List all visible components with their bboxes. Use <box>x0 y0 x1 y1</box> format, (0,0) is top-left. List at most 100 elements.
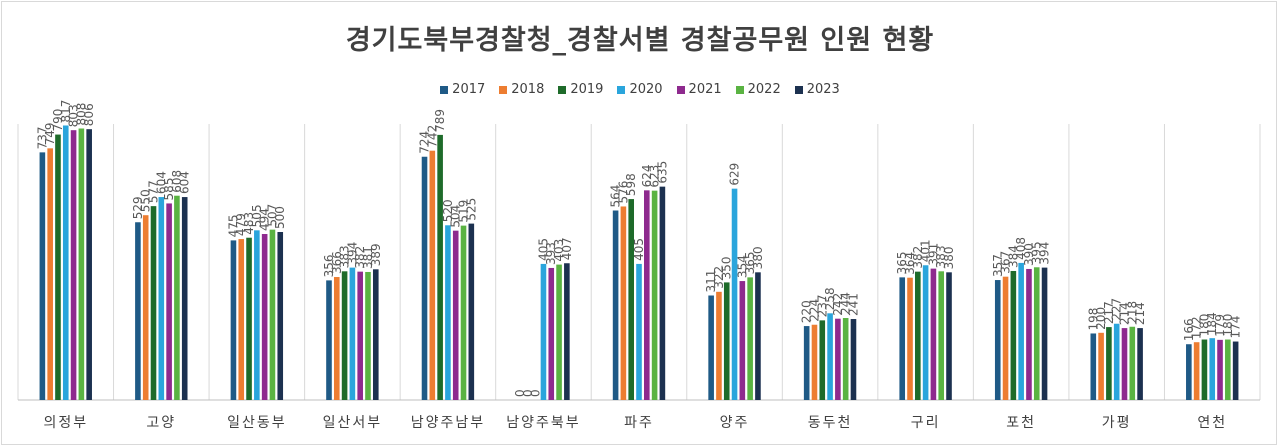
data-label: 391 <box>926 243 940 266</box>
category-label: 남양주북부 <box>506 415 580 431</box>
bar-2021-의정부 <box>70 130 77 400</box>
bar-2022-연천 <box>1225 339 1231 400</box>
bar-2020-파주 <box>636 263 642 400</box>
data-label: 241 <box>846 293 860 316</box>
data-label: 350 <box>720 256 734 279</box>
data-label: 608 <box>170 170 184 193</box>
data-label: 311 <box>704 270 718 293</box>
data-label: 380 <box>942 246 956 269</box>
data-label: 737 <box>35 126 49 149</box>
bar-2020-동두천 <box>827 313 833 400</box>
bar-2023-남양주북부 <box>564 263 570 400</box>
data-label: 198 <box>1086 308 1100 331</box>
data-label: 237 <box>815 294 829 317</box>
data-label: 244 <box>839 292 853 315</box>
legend-swatch <box>499 85 508 94</box>
data-label: 789 <box>433 109 447 132</box>
data-label: 624 <box>640 164 654 187</box>
data-label: 366 <box>330 251 344 274</box>
data-label: 803 <box>67 104 81 127</box>
category-label: 가평 <box>1102 415 1132 431</box>
bar-2021-파주 <box>644 190 650 400</box>
data-label: 724 <box>418 131 432 154</box>
legend-label: 2021 <box>688 82 722 97</box>
bar-2023-남양주남부 <box>468 223 475 400</box>
data-label: 817 <box>59 100 73 123</box>
data-label: 505 <box>250 204 264 227</box>
bar-2022-의정부 <box>78 128 85 400</box>
data-label: 576 <box>616 181 630 204</box>
data-label: 623 <box>648 165 662 188</box>
data-label: 383 <box>338 245 352 268</box>
legend-label: 2022 <box>747 82 781 97</box>
bar-2021-양주 <box>739 281 746 400</box>
bar-2022-일산서부 <box>365 271 371 400</box>
legend-swatch <box>735 85 744 94</box>
data-label: 380 <box>751 246 765 269</box>
bar-2021-동두천 <box>835 318 841 400</box>
data-label: 635 <box>655 161 669 184</box>
data-label: 577 <box>147 180 161 203</box>
bar-2020-남양주남부 <box>445 225 451 400</box>
bar-2017-구리 <box>899 277 906 400</box>
bar-2019-고양 <box>150 206 157 400</box>
bar-2023-고양 <box>181 197 188 400</box>
legend-item-2020: 2020 <box>617 82 663 97</box>
bar-2023-일산동부 <box>277 232 284 400</box>
category-label: 파주 <box>624 415 654 431</box>
data-label: 405 <box>632 238 646 261</box>
bar-2018-고양 <box>142 215 149 400</box>
bar-2021-남양주북부 <box>548 267 555 400</box>
data-label: 475 <box>226 214 240 237</box>
data-label: 166 <box>1182 318 1196 341</box>
category-label: 일산서부 <box>323 415 383 431</box>
data-label: 504 <box>449 205 463 228</box>
data-label: 0 <box>513 389 527 397</box>
data-label: 365 <box>743 251 757 274</box>
bar-2019-연천 <box>1201 339 1208 400</box>
bar-2017-연천 <box>1186 344 1192 400</box>
legend-label: 2017 <box>452 82 486 97</box>
bar-2018-가평 <box>1098 332 1104 400</box>
data-label: 806 <box>82 103 96 126</box>
bar-2022-남양주남부 <box>460 225 467 400</box>
data-label: 179 <box>1213 314 1227 337</box>
bar-2017-포천 <box>994 280 1001 400</box>
bar-2018-파주 <box>620 206 627 400</box>
legend-label: 2020 <box>629 82 663 97</box>
category-label: 남양주남부 <box>411 415 485 431</box>
data-label: 258 <box>823 287 837 310</box>
data-label: 367 <box>999 251 1013 274</box>
bar-2022-고양 <box>174 195 180 400</box>
data-label: 394 <box>1038 242 1052 265</box>
bar-2023-가평 <box>1137 328 1143 400</box>
bar-2019-구리 <box>915 271 921 400</box>
bar-2020-연천 <box>1209 338 1216 400</box>
data-label: 180 <box>1221 314 1235 337</box>
legend-item-2017: 2017 <box>440 82 485 97</box>
bar-2017-파주 <box>612 210 619 400</box>
bar-2017-동두천 <box>803 326 810 400</box>
data-label: 403 <box>552 239 566 262</box>
data-label: 220 <box>800 300 814 323</box>
bar-2020-일산동부 <box>254 230 260 400</box>
category-label: 양주 <box>720 415 750 431</box>
legend-swatch <box>676 85 685 94</box>
bar-2022-파주 <box>651 190 658 400</box>
category-label: 포천 <box>1006 415 1036 431</box>
bar-2017-일산서부 <box>326 280 332 400</box>
bar-2019-일산동부 <box>246 237 252 400</box>
data-label: 395 <box>1030 241 1044 264</box>
data-label: 354 <box>735 255 749 278</box>
data-label: 808 <box>74 103 88 126</box>
data-label: 408 <box>1014 237 1028 260</box>
legend-item-2019: 2019 <box>558 82 603 97</box>
bar-2019-포천 <box>1010 270 1017 400</box>
bar-2019-일산서부 <box>341 271 348 400</box>
data-label: 384 <box>1006 245 1020 268</box>
bar-2021-가평 <box>1121 328 1128 400</box>
data-label: 550 <box>139 189 153 212</box>
bar-2023-일산서부 <box>372 269 379 400</box>
